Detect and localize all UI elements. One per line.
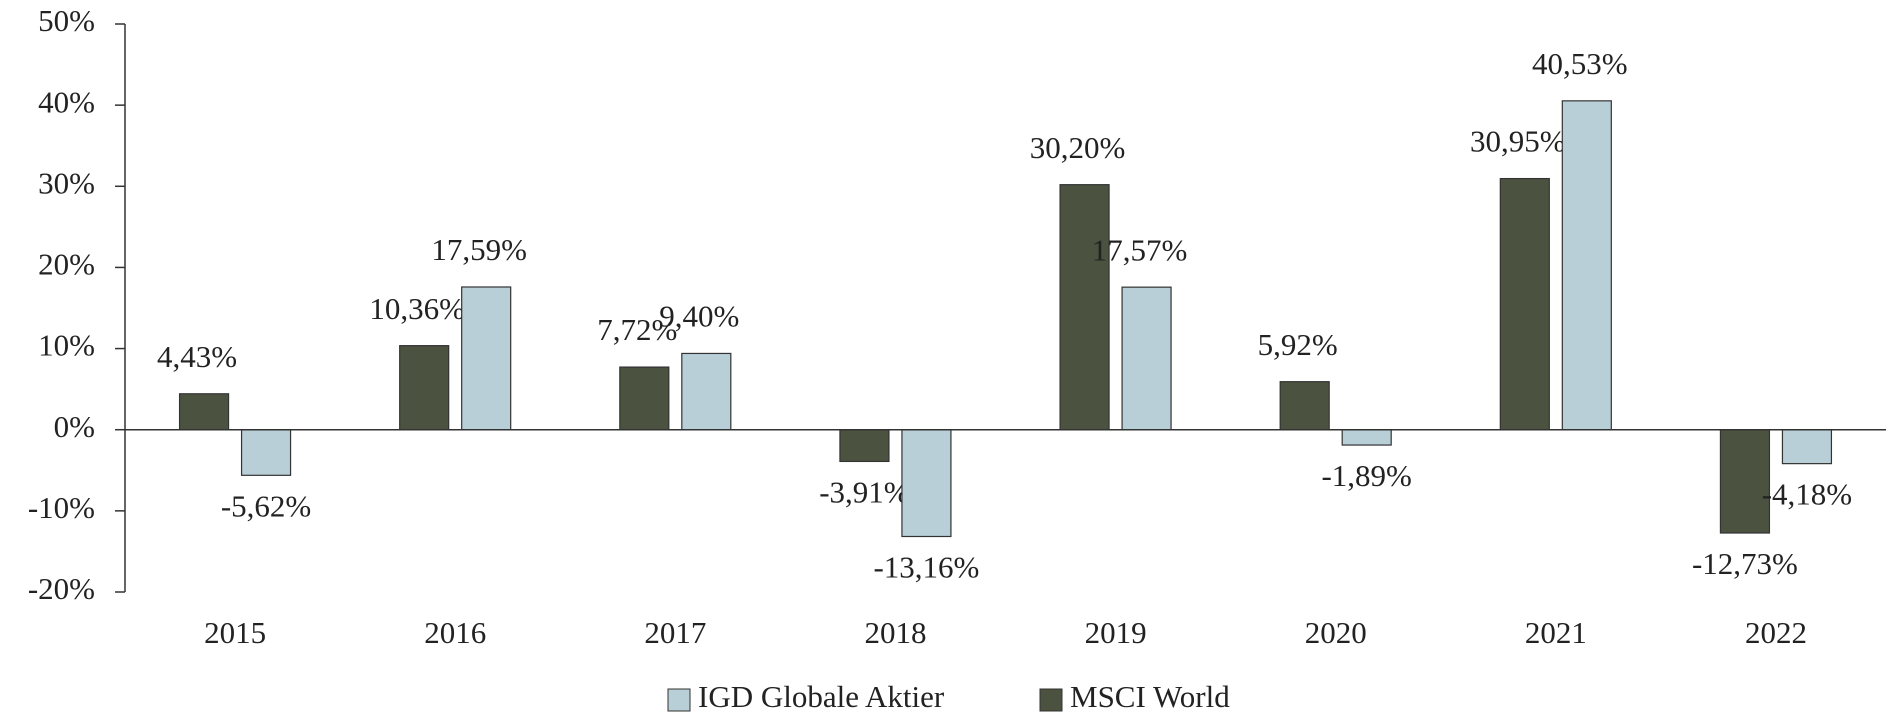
- bar: [1719, 429, 1771, 534]
- x-tick-label: 2020: [1305, 615, 1367, 650]
- value-label: -4,18%: [1762, 477, 1852, 512]
- bar: [1059, 184, 1110, 431]
- bar: [901, 429, 952, 538]
- x-tick-label: 2017: [644, 615, 706, 650]
- value-label: -13,16%: [873, 550, 979, 585]
- y-tick-label: -20%: [28, 571, 95, 606]
- legend-swatch: [667, 688, 691, 712]
- value-label: -3,91%: [819, 475, 909, 510]
- x-tick-label: 2015: [204, 615, 266, 650]
- y-tick-label: 40%: [38, 84, 95, 119]
- value-label: 17,57%: [1092, 232, 1188, 267]
- bar: [399, 345, 450, 431]
- bar: [1561, 100, 1612, 431]
- value-label: 40,53%: [1532, 46, 1628, 81]
- value-label: 7,72%: [597, 312, 677, 347]
- value-label: -5,62%: [221, 488, 311, 523]
- y-tick-label: -10%: [28, 490, 95, 525]
- x-tick-label: 2016: [424, 615, 486, 650]
- value-label: 4,43%: [157, 339, 237, 374]
- bar: [1121, 286, 1172, 431]
- bar: [1279, 381, 1330, 431]
- legend-swatch: [1039, 688, 1063, 712]
- bar: [178, 393, 230, 431]
- bar: [1781, 429, 1833, 465]
- bar: [839, 429, 890, 463]
- bar: [1341, 429, 1392, 446]
- value-label: 30,20%: [1030, 130, 1126, 165]
- x-tick-label: 2019: [1085, 615, 1147, 650]
- value-label: 10,36%: [369, 291, 465, 326]
- bar: [240, 429, 292, 476]
- value-label: 30,95%: [1470, 124, 1566, 159]
- legend-label: MSCI World: [1070, 679, 1230, 713]
- value-label: -1,89%: [1321, 458, 1411, 493]
- x-tick-label: 2018: [864, 615, 926, 650]
- y-tick-label: 30%: [38, 165, 95, 200]
- x-tick-label: 2021: [1525, 615, 1587, 650]
- value-label: -12,73%: [1692, 546, 1798, 581]
- legend-label: IGD Globale Aktier: [698, 679, 945, 713]
- x-tick-label: 2022: [1745, 615, 1807, 650]
- y-tick-label: 10%: [38, 328, 95, 363]
- bar: [619, 366, 670, 431]
- bar: [1499, 177, 1550, 431]
- bar: [461, 286, 512, 431]
- value-label: 17,59%: [431, 232, 527, 267]
- y-tick-label: 20%: [38, 247, 95, 282]
- y-tick-label: 50%: [38, 3, 95, 38]
- y-tick-label: 0%: [54, 409, 95, 444]
- value-label: 5,92%: [1258, 327, 1338, 362]
- value-label: 9,40%: [659, 299, 739, 334]
- bar: [681, 352, 732, 431]
